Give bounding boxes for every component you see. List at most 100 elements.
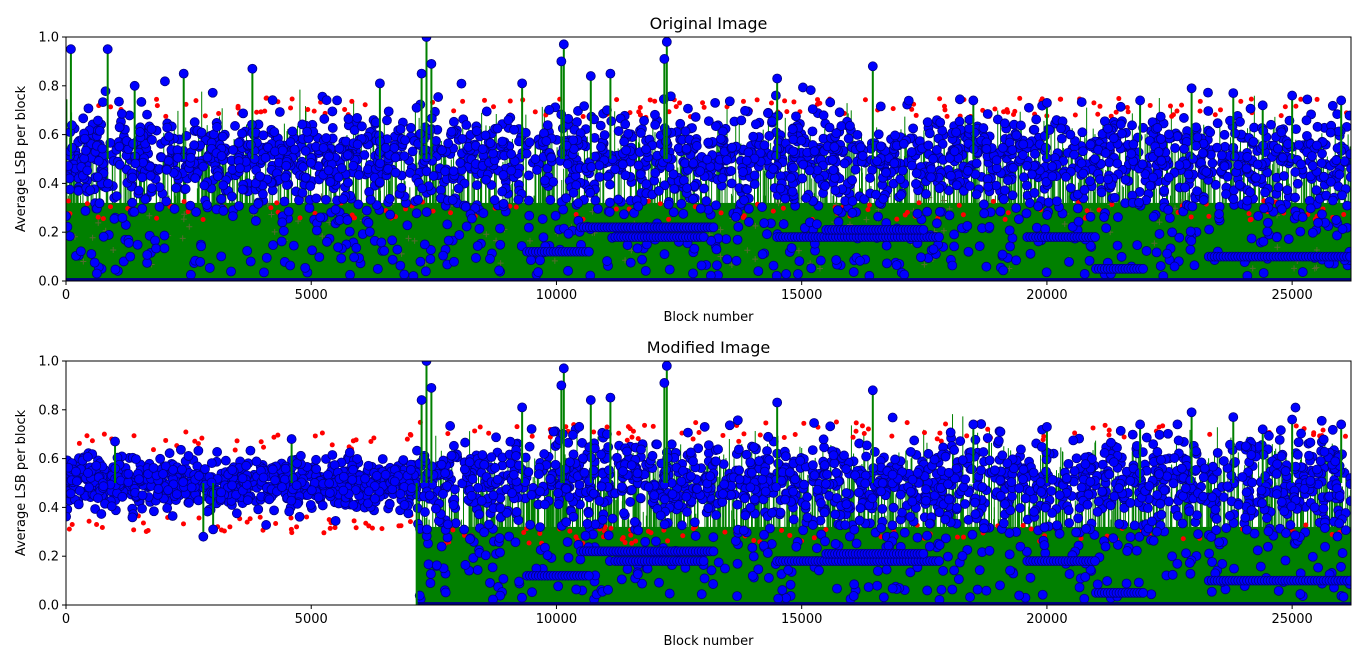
red-marker xyxy=(193,98,199,104)
blue-marker xyxy=(690,112,701,122)
plus-marker xyxy=(1249,265,1256,272)
blue-marker xyxy=(93,156,104,166)
blue-marker xyxy=(1152,123,1163,133)
blue-marker xyxy=(353,199,364,210)
spike-marker xyxy=(102,44,113,55)
blue-marker xyxy=(506,149,517,160)
blue-marker xyxy=(485,138,496,149)
blue-marker xyxy=(563,228,574,239)
red-marker xyxy=(107,204,113,210)
blue-marker xyxy=(420,266,431,277)
blue-marker xyxy=(1212,118,1223,129)
red-marker xyxy=(1109,201,1115,207)
red-marker xyxy=(782,98,788,104)
blue-marker xyxy=(1345,149,1351,160)
red-marker xyxy=(202,113,208,119)
red-marker xyxy=(1246,211,1252,217)
blue-marker xyxy=(1342,200,1351,211)
blue-marker xyxy=(740,105,750,116)
blue-marker xyxy=(847,208,858,218)
blue-marker xyxy=(595,120,606,131)
blue-marker xyxy=(359,150,370,160)
blue-marker xyxy=(711,200,721,211)
blue-marker xyxy=(395,260,406,271)
blue-marker xyxy=(736,115,747,126)
red-marker xyxy=(673,104,679,110)
blue-marker xyxy=(1312,121,1323,132)
blue-marker xyxy=(1337,190,1348,201)
blue-marker xyxy=(524,137,535,148)
red-marker xyxy=(768,100,774,106)
red-marker xyxy=(1298,96,1304,102)
red-marker xyxy=(460,98,466,104)
blue-marker xyxy=(123,238,134,248)
blue-marker xyxy=(937,139,948,149)
blue-marker xyxy=(114,141,125,152)
plus-marker xyxy=(795,247,802,254)
y-tick-label: 0.8 xyxy=(38,79,59,94)
red-marker xyxy=(1217,107,1223,113)
red-marker xyxy=(992,106,998,112)
red-marker xyxy=(349,98,355,104)
blue-marker xyxy=(1153,147,1164,157)
blue-marker xyxy=(855,256,865,266)
plus-marker xyxy=(483,231,490,238)
red-marker xyxy=(862,97,868,103)
blue-marker xyxy=(413,194,423,205)
red-marker xyxy=(1116,96,1122,102)
blue-marker xyxy=(1271,232,1282,243)
blue-marker xyxy=(1222,171,1233,182)
blue-marker xyxy=(207,87,218,98)
blue-marker xyxy=(991,155,1002,166)
blue-marker xyxy=(865,173,875,183)
spike-marker xyxy=(968,95,979,106)
blue-marker xyxy=(974,241,985,252)
blue-marker xyxy=(1018,139,1029,150)
chart-title: Original Image xyxy=(650,14,768,33)
blue-marker xyxy=(845,120,855,131)
blue-marker xyxy=(278,226,289,236)
blue-marker xyxy=(539,175,550,186)
red-marker xyxy=(513,204,519,210)
red-marker xyxy=(740,98,746,104)
x-tick-label: 10000 xyxy=(536,288,577,303)
blue-marker xyxy=(320,194,331,205)
blue-marker xyxy=(164,131,174,142)
blue-marker xyxy=(419,239,430,250)
plus-marker xyxy=(816,265,823,272)
blue-marker xyxy=(130,158,141,169)
red-marker xyxy=(1084,208,1090,214)
blue-marker xyxy=(535,255,545,266)
blue-marker xyxy=(428,171,439,181)
blue-marker xyxy=(127,172,138,183)
blue-marker xyxy=(926,172,936,183)
blue-marker xyxy=(781,269,792,279)
blue-marker xyxy=(786,172,796,183)
blue-marker xyxy=(1331,155,1342,166)
blue-marker xyxy=(258,130,269,141)
blue-marker xyxy=(602,105,612,116)
blue-marker xyxy=(899,269,910,280)
blue-marker xyxy=(1272,143,1283,154)
blue-marker xyxy=(573,198,584,209)
blue-marker xyxy=(1031,114,1042,125)
plus-marker xyxy=(744,247,751,254)
blue-marker xyxy=(947,260,958,271)
blue-marker xyxy=(83,103,94,114)
plus-marker xyxy=(405,235,412,242)
red-marker xyxy=(613,206,619,212)
blue-marker xyxy=(623,128,634,139)
blue-marker xyxy=(798,159,809,170)
blue-marker xyxy=(1318,171,1329,182)
blue-marker xyxy=(1047,171,1058,182)
blue-marker xyxy=(289,144,300,155)
blue-marker xyxy=(1030,149,1040,159)
blue-marker xyxy=(1276,127,1287,138)
blue-marker xyxy=(1101,223,1112,234)
blue-marker xyxy=(79,153,90,164)
blue-marker xyxy=(617,159,628,170)
blue-marker xyxy=(435,185,446,195)
blue-marker xyxy=(805,85,816,96)
blue-marker xyxy=(417,183,428,194)
